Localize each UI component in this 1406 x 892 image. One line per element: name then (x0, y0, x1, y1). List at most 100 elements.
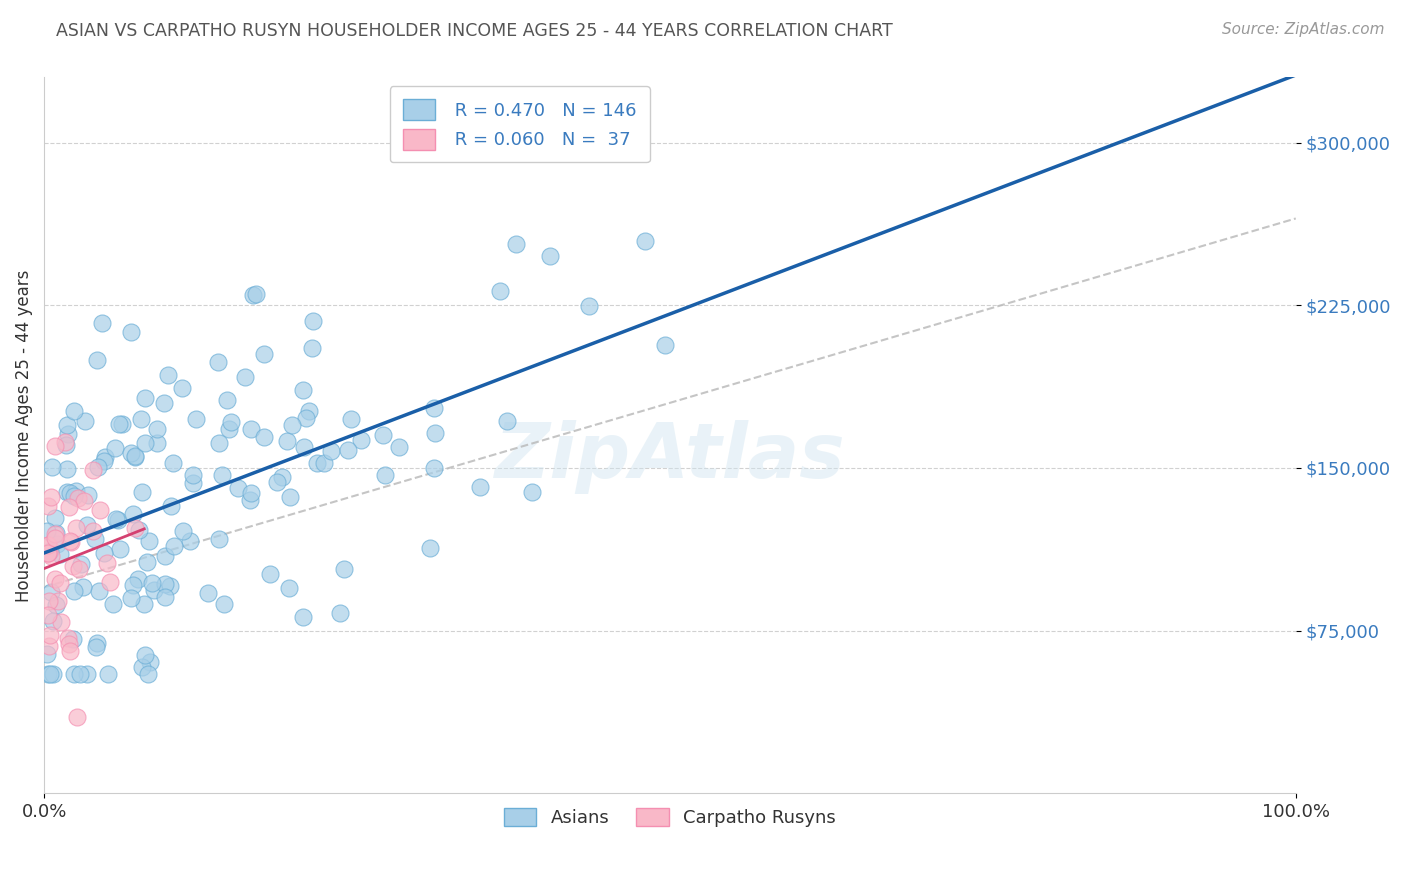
Point (96, 557, 118, 571)
Point (127, 572, 149, 586)
Point (41, 460, 63, 475)
Point (292, 383, 315, 397)
Point (70, 557, 93, 571)
Point (72, 581, 94, 595)
Point (208, 532, 231, 546)
Point (425, 426, 447, 441)
Point (197, 586, 219, 600)
Point (128, 523, 150, 537)
Point (134, 436, 156, 450)
Point (423, 401, 446, 415)
Point (62, 559, 84, 574)
Point (39, 543, 62, 558)
Point (104, 512, 127, 526)
Point (38, 628, 60, 642)
Point (35, 647, 58, 661)
Point (207, 355, 229, 369)
Point (253, 430, 276, 444)
Point (163, 540, 186, 554)
Point (63, 404, 86, 418)
Point (131, 660, 153, 674)
Point (634, 234, 657, 248)
Point (226, 481, 249, 495)
Point (132, 597, 155, 611)
Point (93, 546, 115, 560)
Point (37, 607, 59, 622)
Point (63, 489, 86, 503)
Point (162, 456, 184, 470)
Point (46, 536, 69, 550)
Point (120, 591, 142, 605)
Point (55, 438, 77, 452)
Point (295, 410, 318, 425)
Point (89, 503, 111, 517)
Point (654, 338, 676, 352)
Text: ZipAtlas: ZipAtlas (495, 420, 845, 494)
Point (93, 454, 115, 468)
Point (134, 648, 156, 662)
Legend: Asians, Carpatho Rusyns: Asians, Carpatho Rusyns (496, 801, 844, 834)
Point (219, 415, 242, 429)
Text: ASIAN VS CARPATHO RUSYN HOUSEHOLDER INCOME AGES 25 - 44 YEARS CORRELATION CHART: ASIAN VS CARPATHO RUSYN HOUSEHOLDER INCO… (56, 22, 893, 40)
Point (38, 639, 60, 653)
Point (218, 422, 240, 436)
Point (301, 341, 323, 355)
Point (131, 484, 153, 499)
Point (65, 521, 87, 535)
Point (142, 582, 165, 597)
Point (56, 485, 79, 500)
Point (259, 566, 281, 581)
Point (136, 667, 159, 681)
Point (37, 500, 59, 514)
Point (107, 513, 129, 527)
Point (76, 488, 98, 502)
Point (468, 480, 491, 494)
Point (101, 598, 124, 612)
Point (276, 434, 298, 448)
Point (76, 667, 98, 681)
Point (94, 450, 117, 465)
Point (349, 433, 371, 447)
Point (319, 443, 342, 458)
Point (49, 615, 72, 629)
Point (65, 483, 87, 498)
Point (49, 576, 72, 591)
Point (69, 562, 91, 576)
Point (56, 426, 79, 441)
Point (56, 631, 79, 645)
Point (39, 585, 62, 599)
Point (98, 575, 121, 590)
Point (278, 582, 301, 596)
Point (39, 490, 62, 504)
Point (253, 346, 276, 360)
Point (314, 456, 336, 470)
Point (86, 636, 108, 650)
Point (121, 507, 143, 521)
Point (245, 287, 267, 301)
Point (66, 710, 89, 724)
Point (138, 656, 160, 670)
Point (271, 469, 294, 483)
Point (212, 597, 235, 611)
Point (69, 667, 91, 681)
Point (419, 541, 441, 556)
Point (37, 538, 59, 552)
Point (124, 449, 146, 463)
Point (179, 534, 201, 549)
Point (215, 393, 238, 408)
Point (488, 284, 510, 298)
Point (37, 546, 59, 560)
Point (186, 412, 208, 426)
Point (146, 436, 169, 450)
Point (159, 579, 181, 593)
Point (58, 637, 80, 651)
Text: Source: ZipAtlas.com: Source: ZipAtlas.com (1222, 22, 1385, 37)
Point (66, 491, 89, 505)
Point (76, 517, 98, 532)
Point (181, 467, 204, 482)
Point (135, 555, 157, 569)
Point (538, 249, 561, 263)
Point (59, 533, 82, 548)
Point (208, 435, 231, 450)
Point (292, 440, 315, 454)
